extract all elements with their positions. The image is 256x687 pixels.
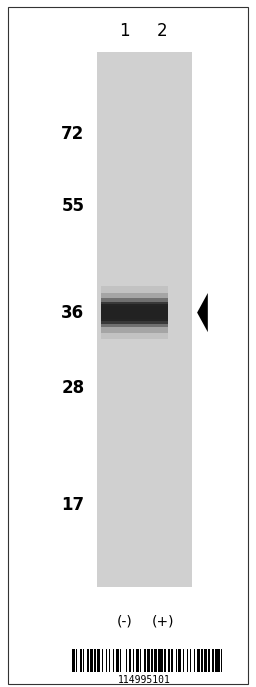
Bar bbox=[164, 649, 166, 672]
Bar bbox=[194, 649, 195, 672]
Bar bbox=[168, 649, 170, 672]
Text: 1: 1 bbox=[119, 22, 130, 40]
Text: 55: 55 bbox=[61, 197, 84, 215]
Bar bbox=[154, 649, 157, 672]
Bar bbox=[101, 302, 168, 324]
Bar bbox=[83, 649, 84, 672]
Bar bbox=[215, 649, 220, 672]
Bar bbox=[90, 649, 93, 672]
Bar bbox=[151, 649, 153, 672]
Bar bbox=[204, 649, 207, 672]
Bar bbox=[94, 649, 96, 672]
Bar bbox=[106, 649, 107, 672]
Bar bbox=[140, 649, 141, 672]
Bar bbox=[136, 649, 138, 672]
Bar bbox=[201, 649, 202, 672]
Bar bbox=[176, 649, 177, 672]
Bar bbox=[80, 649, 82, 672]
Bar bbox=[171, 649, 173, 672]
Text: 2: 2 bbox=[157, 22, 168, 40]
Bar bbox=[158, 649, 163, 672]
Text: 114995101: 114995101 bbox=[118, 675, 171, 685]
Text: 17: 17 bbox=[61, 496, 84, 514]
Bar bbox=[101, 293, 168, 333]
Text: (+): (+) bbox=[151, 615, 174, 629]
Bar bbox=[208, 649, 210, 672]
Bar bbox=[178, 649, 181, 672]
Bar bbox=[144, 649, 146, 672]
Bar bbox=[113, 649, 114, 672]
Bar bbox=[116, 649, 119, 672]
Bar bbox=[101, 286, 168, 339]
Text: (-): (-) bbox=[116, 615, 132, 629]
Bar bbox=[109, 649, 110, 672]
Bar bbox=[212, 649, 214, 672]
Bar bbox=[87, 649, 89, 672]
Bar bbox=[187, 649, 188, 672]
Bar bbox=[72, 649, 74, 672]
Bar bbox=[76, 649, 77, 672]
Bar bbox=[129, 649, 131, 672]
Text: 36: 36 bbox=[61, 304, 84, 322]
Bar bbox=[102, 649, 103, 672]
Bar bbox=[101, 298, 168, 327]
Bar bbox=[197, 649, 200, 672]
Text: 28: 28 bbox=[61, 379, 84, 397]
Bar bbox=[221, 649, 222, 672]
Polygon shape bbox=[197, 293, 208, 332]
Bar bbox=[133, 649, 134, 672]
Bar bbox=[97, 649, 100, 672]
Bar bbox=[101, 304, 168, 321]
Bar bbox=[126, 649, 127, 672]
Bar bbox=[101, 306, 168, 319]
Bar bbox=[97, 52, 192, 587]
Text: 72: 72 bbox=[61, 125, 84, 143]
Bar bbox=[183, 649, 184, 672]
Bar bbox=[120, 649, 121, 672]
Bar bbox=[190, 649, 191, 672]
Bar bbox=[147, 649, 150, 672]
